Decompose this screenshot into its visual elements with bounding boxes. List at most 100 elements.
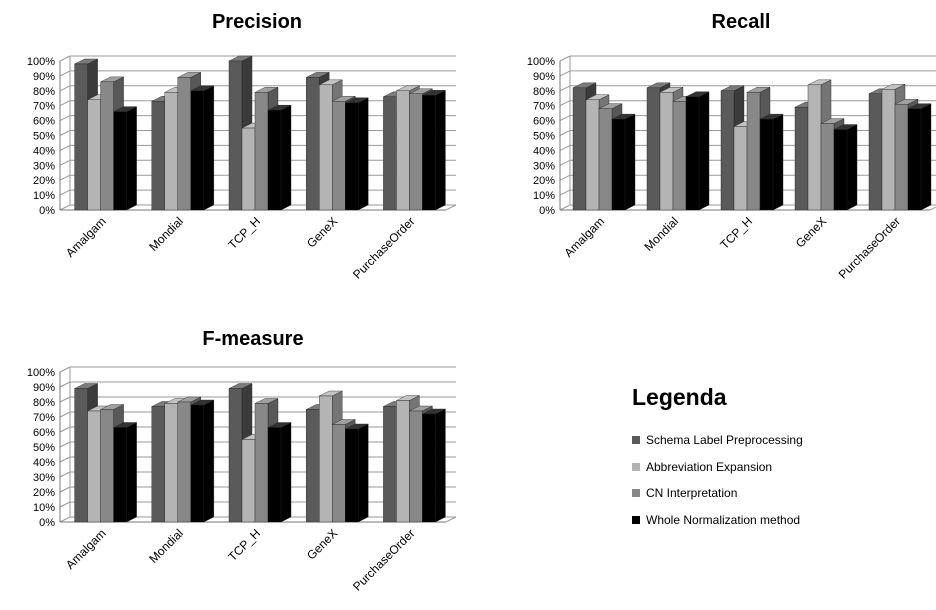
precision-x-tick-label: PurchaseOrder (350, 214, 417, 281)
precision-gridline-side (59, 115, 71, 122)
recall-y-tick-label: 40% (533, 145, 555, 157)
f-measure-bar-abbreviation-expansion-purchaseorder (396, 400, 410, 523)
f-measure-bar-side-whole-normalization-method (280, 422, 292, 523)
recall-y-tick-label: 50% (533, 131, 555, 143)
f-measure-bar-schema-label-preprocessing-mondial (151, 406, 166, 523)
precision-gridline-side (59, 174, 71, 181)
precision-bar-cn-interpretation-genex (332, 101, 346, 211)
f-measure-bar-schema-label-preprocessing-purchaseorder (383, 406, 397, 523)
f-measure-y-tick-label: 20% (33, 487, 55, 499)
precision-y-tick-label: 10% (33, 190, 55, 202)
f-measure-bar-whole-normalization-method-amalgam (113, 427, 127, 523)
recall-gridline-side (559, 159, 571, 166)
f-measure-bar-side-whole-normalization-method (203, 399, 215, 523)
f-measure-bar-cn-interpretation-genex (332, 424, 346, 523)
recall-bar-cn-interpretation-genex (820, 123, 835, 211)
recall-title: Recall (712, 11, 771, 33)
f-measure-y-tick-label: 30% (33, 472, 55, 484)
precision-x-tick-label: TCP_H (225, 214, 263, 252)
f-measure-gridline-side (59, 516, 71, 523)
precision-bar-schema-label-preprocessing-genex (306, 77, 320, 211)
f-measure-bar-side-whole-normalization-method (435, 408, 446, 523)
recall-x-tick-label: TCP_H (717, 214, 755, 252)
precision-bar-side-whole-normalization-method (358, 97, 369, 211)
precision-x-tick-label: Mondial (146, 214, 186, 254)
recall-gridline-side (559, 189, 571, 196)
recall-bar-whole-normalization-method-genex (833, 129, 848, 211)
recall-gridline-side (559, 85, 571, 92)
precision-gridline-side (59, 204, 71, 211)
recall-bar-cn-interpretation-tcp-h (746, 92, 761, 211)
recall-bar-schema-label-preprocessing-tcp-h (720, 90, 735, 211)
precision-gridline-side (59, 70, 71, 77)
recall-bar-side-whole-normalization-method (624, 113, 636, 211)
precision-bar-side-whole-normalization-method (126, 106, 137, 211)
recall-bar-abbreviation-expansion-genex (807, 84, 822, 211)
recall-x-tick-label: Amalgam (561, 214, 607, 260)
precision-bar-cn-interpretation-amalgam (100, 81, 114, 211)
precision-y-tick-label: 100% (27, 56, 55, 68)
f-measure-gridline-side (59, 426, 71, 433)
recall-bar-whole-normalization-method-amalgam (611, 118, 626, 211)
recall-bar-schema-label-preprocessing-mondial (646, 87, 661, 211)
precision-gridline-side (59, 159, 71, 166)
precision-bar-schema-label-preprocessing-mondial (151, 101, 166, 211)
recall-bar-whole-normalization-method-tcp-h (759, 118, 774, 211)
precision-bar-whole-normalization-method-purchaseorder (422, 95, 436, 211)
f-measure-y-tick-label: 40% (33, 457, 55, 469)
recall-bar-side-whole-normalization-method (920, 103, 932, 211)
precision-y-tick-label: 70% (33, 101, 55, 113)
recall-bar-whole-normalization-method-purchaseorder (907, 108, 922, 211)
f-measure-bar-cn-interpretation-purchaseorder (409, 410, 423, 523)
recall-y-tick-label: 90% (533, 71, 555, 83)
recall-x-tick-label: GeneX (793, 214, 829, 250)
legend-swatch-icon (632, 489, 640, 498)
recall-y-tick-label: 60% (533, 116, 555, 128)
f-measure-y-tick-label: 60% (33, 427, 55, 439)
precision-bar-cn-interpretation-mondial (177, 77, 192, 211)
precision-bar-schema-label-preprocessing-amalgam (74, 63, 88, 211)
f-measure-x-tick-label: GeneX (304, 526, 340, 562)
precision-bar-abbreviation-expansion-genex (319, 84, 333, 211)
precision-gridline-side (59, 100, 71, 107)
recall-bar-side-whole-normalization-method (846, 124, 858, 211)
recall-gridline-side (559, 70, 571, 77)
recall-bar-cn-interpretation-mondial (672, 101, 687, 211)
precision-bar-side-whole-normalization-method (280, 104, 292, 211)
f-measure-floor-edge (445, 516, 457, 523)
f-measure-y-tick-label: 10% (33, 502, 55, 514)
legend-item-cn-interpretation: CN Interpretation (632, 480, 922, 507)
f-measure-bar-schema-label-preprocessing-genex (306, 409, 320, 523)
f-measure-bar-side-whole-normalization-method (358, 423, 369, 523)
precision-x-tick-label: GeneX (304, 214, 340, 250)
f-measure-x-tick-label: TCP_H (225, 526, 263, 564)
recall-bar-side-whole-normalization-method (698, 91, 710, 211)
precision-bar-abbreviation-expansion-amalgam (87, 99, 101, 211)
f-measure-gridline-side (59, 366, 71, 373)
recall-bar-schema-label-preprocessing-amalgam (572, 87, 587, 211)
precision-bar-whole-normalization-method-genex (345, 102, 359, 211)
legend-item-label: Schema Label Preprocessing (646, 433, 803, 448)
recall-bar-abbreviation-expansion-amalgam (585, 99, 600, 211)
precision-bar-abbreviation-expansion-purchaseorder (396, 90, 410, 211)
f-measure-bar-cn-interpretation-mondial (177, 401, 192, 523)
recall-bar-cn-interpretation-purchaseorder (894, 104, 909, 211)
f-measure-y-tick-label: 90% (33, 382, 55, 394)
f-measure-gridline-side (59, 381, 71, 388)
recall-gridline-side (559, 144, 571, 151)
recall-y-tick-label: 0% (539, 205, 555, 217)
precision-gridline-side (59, 55, 71, 62)
f-measure-bar-cn-interpretation-tcp-h (254, 403, 269, 523)
recall-y-tick-label: 100% (527, 56, 555, 68)
precision-bar-schema-label-preprocessing-purchaseorder (383, 96, 397, 211)
f-measure-gridline-side (59, 411, 71, 418)
f-measure-bar-cn-interpretation-amalgam (100, 409, 114, 523)
f-measure-y-tick-label: 50% (33, 442, 55, 454)
recall-x-tick-label: PurchaseOrder (836, 214, 903, 281)
recall-bar-abbreviation-expansion-tcp-h (733, 126, 748, 211)
f-measure-y-tick-label: 70% (33, 412, 55, 424)
recall-bar-side-whole-normalization-method (772, 113, 784, 211)
precision-bar-whole-normalization-method-mondial (190, 90, 205, 211)
legend-item-label: CN Interpretation (646, 486, 738, 501)
